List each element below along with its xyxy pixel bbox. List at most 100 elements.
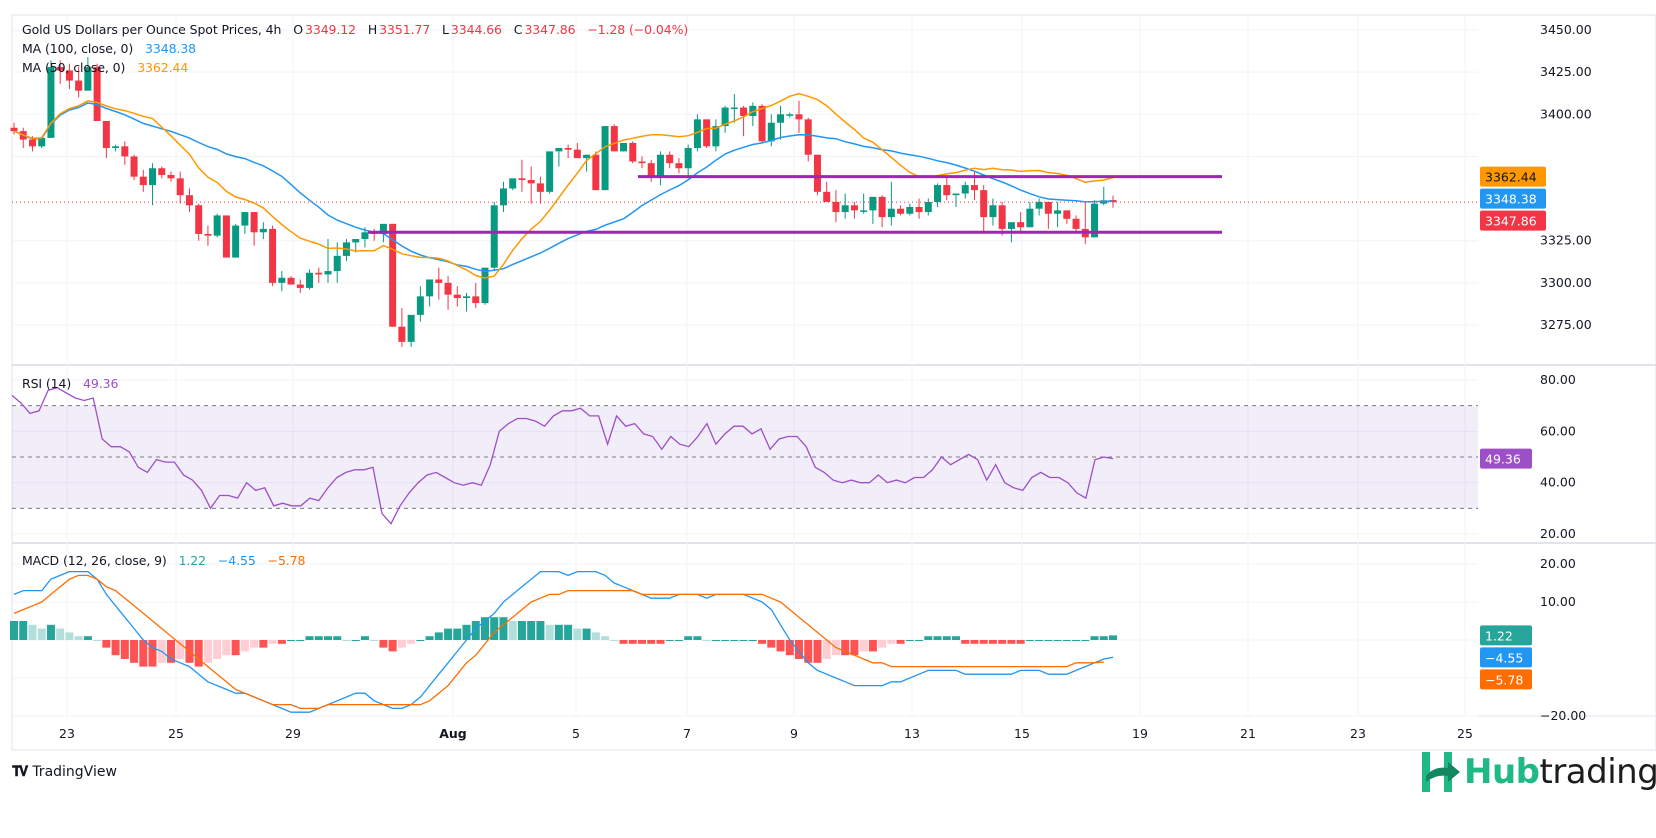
bearish-candle-body (813, 154, 821, 192)
candle (1081, 201, 1089, 245)
ma100-legend[interactable]: MA (100, close, 0) 3348.38 (22, 41, 198, 56)
macd-histogram-bar (259, 640, 268, 648)
macd-histogram-bar (213, 640, 222, 659)
bullish-candle-body (426, 279, 434, 297)
candle (453, 286, 461, 307)
macd-histogram-bar (333, 636, 342, 640)
rsi-value: 49.36 (83, 376, 119, 391)
macd-line-badge: −4.55 (1480, 647, 1532, 668)
macd-histogram-bar (850, 640, 859, 656)
bullish-candle-body (767, 122, 775, 142)
macd-histogram-bar (545, 624, 554, 640)
macd-histogram-bar (804, 640, 813, 663)
rsi-legend[interactable]: RSI (14) 49.36 (22, 376, 120, 391)
rsi-tick-label: 60.00 (1540, 423, 1576, 438)
time-axis-label-9: 9 (790, 726, 798, 741)
macd-hist-badge-text: 1.22 (1485, 628, 1513, 643)
candle (1072, 215, 1080, 233)
macd-histogram-bar (65, 632, 74, 640)
time-axis-label-19: 19 (1132, 726, 1148, 741)
tradingview-text: TradingView (32, 764, 117, 780)
macd-histogram-bar (19, 621, 28, 640)
candle (416, 286, 424, 322)
macd-histogram-bar (970, 640, 979, 644)
macd-histogram-bar (887, 640, 896, 644)
candle (850, 201, 858, 219)
macd-histogram-bar (1099, 636, 1108, 640)
candle (167, 171, 175, 182)
macd-histogram-bar (231, 640, 240, 656)
bearish-candle-body (832, 201, 840, 213)
candle (444, 276, 452, 310)
price-legend: Gold US Dollars per Ounce Spot Prices, 4… (22, 22, 690, 37)
macd-histogram-bar (434, 632, 443, 640)
macd-histogram-bar (859, 640, 868, 652)
macd-histogram-bar (102, 640, 111, 648)
macd-histogram-bar (1007, 640, 1016, 644)
bullish-candle-body (509, 178, 517, 189)
macd-histogram-bar (444, 628, 453, 640)
bearish-candle-body (398, 326, 406, 342)
macd-histogram-bar (730, 640, 739, 641)
bullish-candle-body (1026, 208, 1034, 228)
bearish-candle-body (1063, 210, 1071, 219)
bearish-candle-body (850, 205, 858, 211)
bearish-candle-body (970, 185, 978, 191)
bearish-candle-body (65, 70, 73, 81)
candle (675, 158, 683, 174)
macd-histogram-bar (1044, 640, 1053, 641)
bearish-candle-body (666, 154, 674, 164)
candle (259, 222, 267, 240)
bearish-candle-body (176, 178, 184, 196)
macd-legend[interactable]: MACD (12, 26, close, 9) 1.22 −4.55 −5.78 (22, 553, 307, 568)
candle (592, 151, 600, 191)
bullish-candle-body (361, 232, 369, 240)
macd-histogram-bar (453, 628, 462, 640)
candle (915, 198, 923, 219)
bullish-candle-body (583, 154, 591, 159)
macd-histogram-bar (324, 636, 332, 640)
price-tick-label: 3275.00 (1540, 317, 1592, 332)
ma50-legend[interactable]: MA (50, close, 0) 3362.44 (22, 60, 190, 75)
candle (573, 142, 581, 159)
rsi-badge-text: 49.36 (1485, 452, 1521, 467)
candle (878, 195, 886, 228)
bullish-candle-body (333, 255, 341, 272)
candle (629, 141, 637, 164)
bearish-candle-body (943, 185, 951, 196)
candle (232, 223, 240, 258)
open-label: O (293, 22, 303, 37)
macd-histogram-bar (979, 640, 988, 644)
bullish-candle-body (841, 205, 849, 213)
macd-histogram-bar (130, 640, 139, 663)
price-tick-label: 3425.00 (1540, 64, 1592, 79)
macd-histogram-bar (1062, 640, 1071, 641)
bearish-candle-body (287, 277, 295, 285)
macd-histogram-bar (1025, 640, 1034, 641)
hubtrading-arrow-icon (1422, 752, 1460, 792)
candle (823, 181, 831, 202)
candle (241, 212, 249, 234)
candle (102, 121, 110, 159)
macd-histogram-bar (28, 624, 37, 640)
macd-line-badge-text: −4.55 (1485, 650, 1523, 665)
candle (832, 190, 840, 223)
macd-histogram-bar (998, 640, 1007, 644)
candle (65, 63, 73, 89)
macd-histogram-bar (268, 640, 277, 644)
bearish-candle-body (1072, 218, 1080, 229)
macd-histogram-bar (388, 640, 397, 652)
candle (1007, 222, 1015, 243)
tradingview-logo[interactable]: 𝐓𝐕 TradingView (12, 764, 117, 780)
bullish-candle-body (989, 205, 997, 218)
bullish-candle-body (656, 154, 664, 177)
candle (306, 269, 314, 290)
time-axis-label-21: 21 (1240, 726, 1256, 741)
macd-histogram-bar (194, 640, 203, 667)
rsi-tick-label: 80.00 (1540, 372, 1576, 387)
candle (906, 203, 914, 216)
bearish-candle-body (527, 180, 535, 184)
bearish-candle-body (195, 205, 203, 234)
candle (684, 144, 692, 179)
